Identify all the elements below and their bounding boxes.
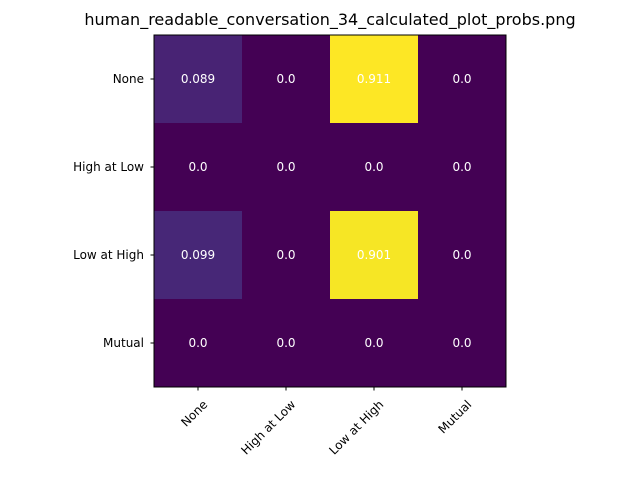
cell-value-label: 0.0 xyxy=(276,336,295,350)
y-axis: None High at Low Low at High Mutual xyxy=(73,72,154,350)
heatmap-cell xyxy=(154,123,243,212)
cell-value-label: 0.0 xyxy=(452,248,471,262)
cell-value-label: 0.0 xyxy=(276,160,295,174)
heatmap-cell xyxy=(242,211,331,300)
heatmap-cell-labels: 0.089 0.0 0.911 0.0 0.0 0.0 0.0 0.0 0.099 0.0 0.90… xyxy=(181,72,472,350)
heatmap-cell xyxy=(154,211,243,300)
cell-value-label: 0.901 xyxy=(357,248,391,262)
y-tick-label: Low at High xyxy=(73,248,144,262)
cell-value-label: 0.0 xyxy=(364,336,383,350)
plot-frame xyxy=(153,34,507,388)
heatmap-cells xyxy=(154,35,507,388)
cell-value-label: 0.0 xyxy=(276,72,295,86)
cell-value-label: 0.911 xyxy=(357,72,391,86)
heatmap-cell xyxy=(242,299,331,388)
cell-value-label: 0.0 xyxy=(364,160,383,174)
heatmap-cell xyxy=(242,123,331,212)
cell-value-label: 0.0 xyxy=(452,72,471,86)
cell-value-label: 0.0 xyxy=(188,336,207,350)
cell-value-label: 0.099 xyxy=(181,248,215,262)
chart-title: human_readable_conversation_34_calculate… xyxy=(84,10,575,30)
heatmap-cell xyxy=(330,211,419,300)
heatmap-cell xyxy=(330,299,419,388)
cell-value-label: 0.0 xyxy=(188,160,207,174)
y-tick-label: None xyxy=(113,72,144,86)
heatmap-cell xyxy=(330,123,419,212)
y-tick-label: Mutual xyxy=(103,336,144,350)
y-tick-label: High at Low xyxy=(73,160,144,174)
heatmap-cell xyxy=(242,35,331,124)
heatmap-cell xyxy=(418,123,507,212)
cell-value-label: 0.089 xyxy=(181,72,215,86)
heatmap-cell xyxy=(418,299,507,388)
heatmap-cell xyxy=(418,211,507,300)
heatmap-cell xyxy=(418,35,507,124)
cell-value-label: 0.0 xyxy=(452,160,471,174)
heatmap-cell xyxy=(330,35,419,124)
heatmap-cell xyxy=(154,299,243,388)
cell-value-label: 0.0 xyxy=(276,248,295,262)
cell-value-label: 0.0 xyxy=(452,336,471,350)
heatmap-cell xyxy=(154,35,243,124)
